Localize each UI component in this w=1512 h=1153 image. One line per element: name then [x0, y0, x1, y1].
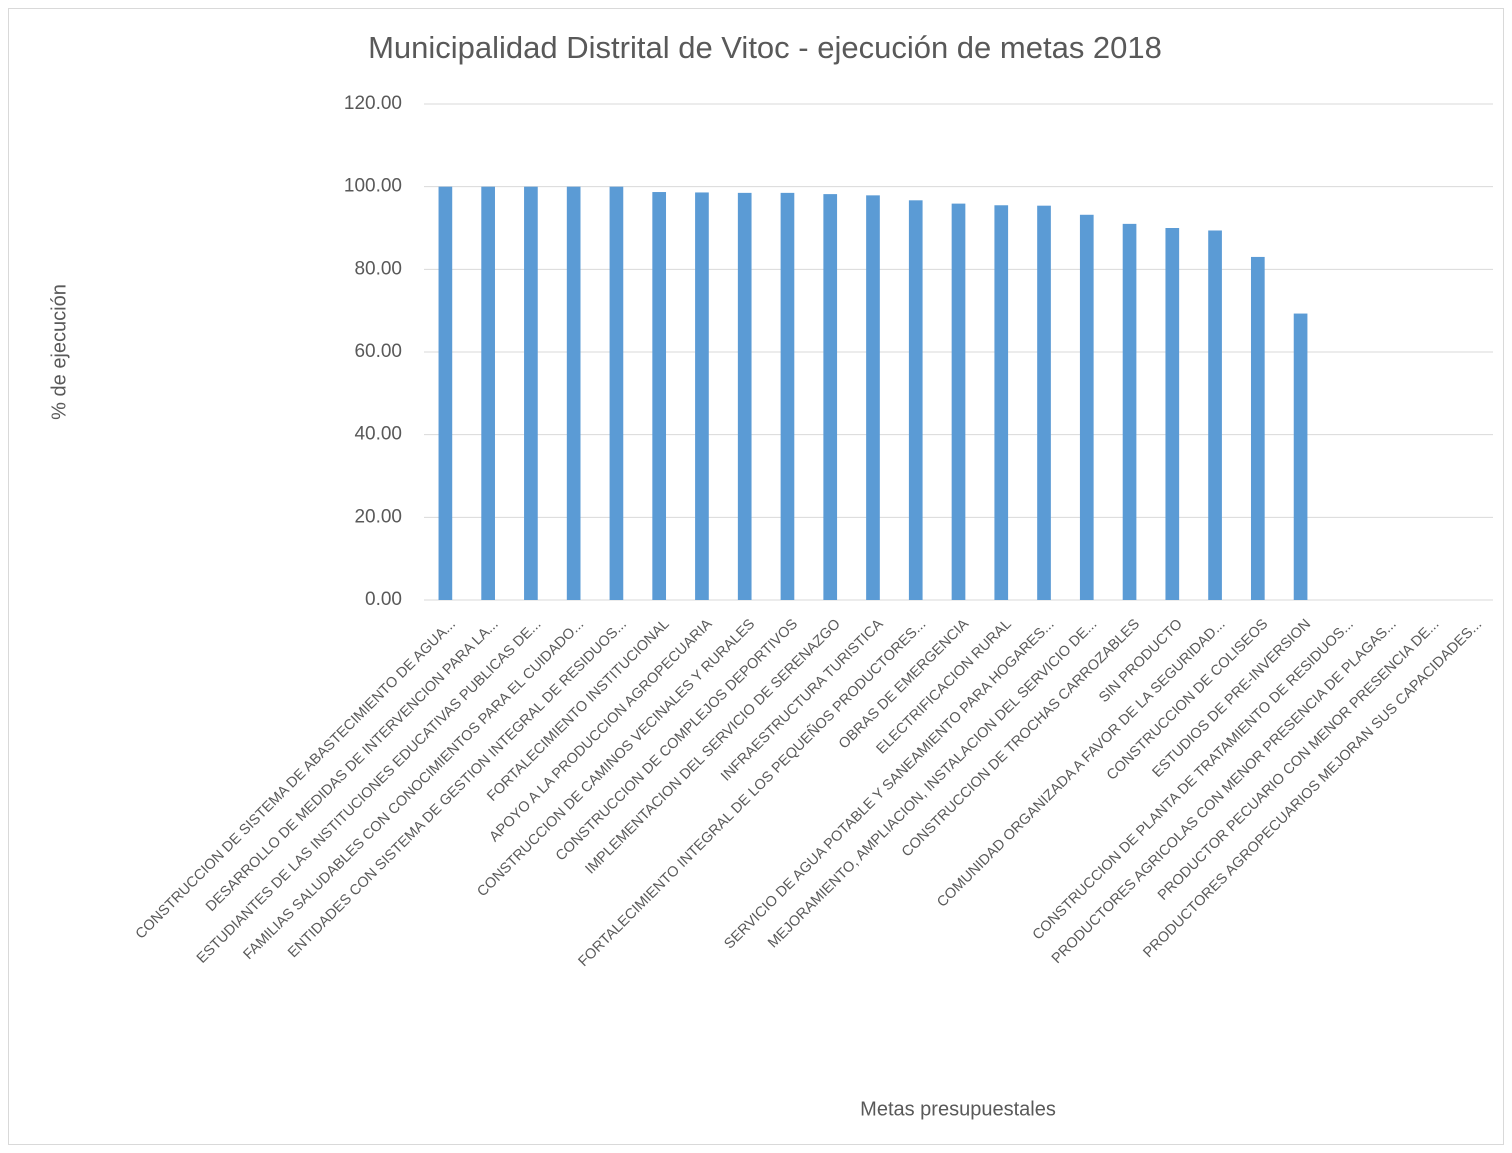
bar: [1250, 256, 1265, 600]
bar: [695, 192, 709, 600]
chart-title: Municipalidad Distrital de Vitoc - ejecu…: [368, 30, 1162, 65]
bar: [1037, 205, 1051, 600]
bar: [780, 192, 795, 600]
bar: [1293, 313, 1308, 600]
bar: [1122, 223, 1137, 600]
bar: [566, 186, 581, 600]
bar: [652, 192, 667, 601]
bar: [908, 200, 923, 600]
bar: [1165, 228, 1180, 600]
bar: [609, 186, 624, 600]
bar: [1208, 230, 1222, 601]
bar: [524, 186, 538, 600]
y-tick-label: 80.00: [354, 258, 402, 279]
y-tick-label: 120.00: [344, 93, 402, 114]
bar: [481, 186, 495, 600]
y-tick-label: 60.00: [354, 341, 402, 362]
y-axis-title: % de ejecución: [48, 284, 70, 420]
x-axis-title: Metas presupuestales: [860, 1098, 1056, 1120]
bar: [951, 203, 966, 600]
bar: [994, 205, 1009, 600]
bar: [737, 192, 752, 600]
bar: [866, 195, 880, 600]
bar: [823, 194, 838, 600]
chart-border: [8, 8, 1504, 1145]
y-tick-label: 40.00: [354, 424, 402, 445]
y-tick-label: 20.00: [354, 506, 402, 527]
bar: [438, 186, 453, 600]
y-tick-label: 100.00: [344, 176, 402, 197]
y-tick-label: 0.00: [365, 589, 402, 610]
bar: [1079, 214, 1094, 601]
